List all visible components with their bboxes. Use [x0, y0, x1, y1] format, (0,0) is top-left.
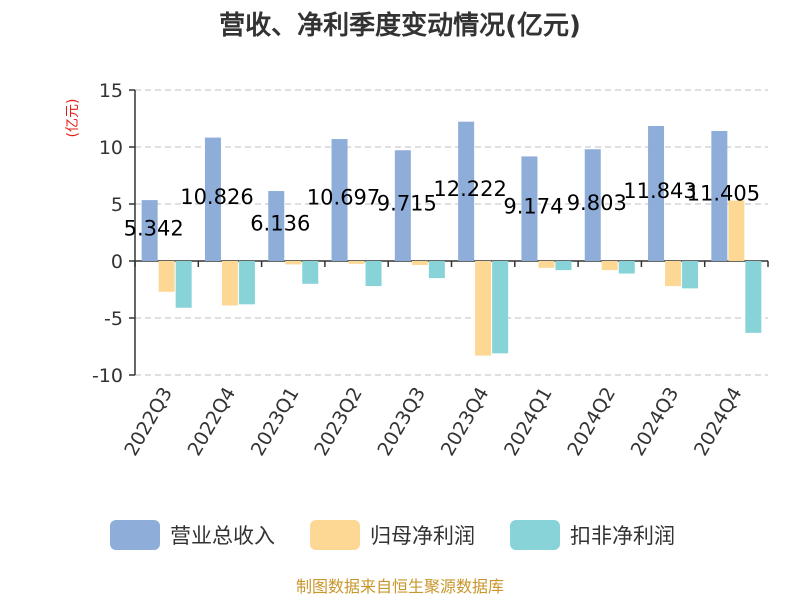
bar-data-label: 12.222: [433, 177, 506, 201]
bar-revenue: [204, 137, 221, 261]
bar-data-label: 10.697: [307, 186, 380, 210]
bar-revenue: [711, 130, 728, 261]
bar-deducted-net-profit: [428, 261, 445, 279]
x-tick-label: 2022Q3: [120, 384, 177, 460]
bar-net-profit: [221, 261, 238, 306]
x-tick-label: 2024Q2: [563, 384, 620, 460]
legend: 营业总收入 归母净利润 扣非净利润: [110, 520, 675, 550]
bar-deducted-net-profit: [175, 261, 192, 308]
bar-deducted-net-profit: [682, 261, 699, 289]
x-tick-label: 2023Q2: [310, 384, 367, 460]
bar-data-label: 6.136: [250, 212, 310, 236]
bar-net-profit: [538, 261, 555, 268]
axes: 15 10 5 0 -5 -10: [92, 80, 769, 387]
bar-revenue: [331, 139, 348, 261]
bar-net-profit: [411, 261, 428, 265]
bar-deducted-net-profit: [745, 261, 762, 333]
bar-net-profit: [728, 200, 745, 261]
bar-net-profit: [348, 261, 365, 264]
chart-title: 营收、净利季度变动情况(亿元): [219, 10, 581, 41]
bar-data-label: 11.843: [623, 179, 696, 203]
x-tick-label: 2023Q1: [247, 384, 304, 460]
bar-revenue: [458, 121, 475, 262]
bar-revenue: [584, 149, 601, 261]
bar-data-label: 9.174: [503, 194, 563, 218]
legend-swatch: [110, 520, 160, 550]
x-tick-labels: 2022Q3 2022Q4 2023Q1 2023Q2 2023Q3 2023Q4 2024…: [120, 384, 746, 460]
bar-net-profit: [285, 261, 302, 265]
y-tick-label: 5: [111, 194, 123, 216]
data-source-note: 制图数据来自恒生聚源数据库: [296, 577, 504, 596]
bar-revenue: [268, 191, 285, 261]
y-tick-label: 15: [99, 80, 123, 102]
x-tick-label: 2024Q4: [690, 384, 747, 460]
y-axis-unit-label: (亿元): [65, 99, 81, 138]
grid-lines: [135, 89, 768, 376]
bar-revenue: [521, 156, 538, 261]
bar-deducted-net-profit: [555, 261, 572, 271]
bar-deducted-net-profit: [302, 261, 319, 284]
x-tick-label: 2024Q1: [500, 384, 557, 460]
bar-deducted-net-profit: [365, 261, 382, 287]
legend-label: 归母净利润: [370, 524, 475, 548]
bar-net-profit: [601, 261, 618, 271]
x-tick-label: 2023Q3: [373, 384, 430, 460]
bar-data-label: 10.826: [180, 185, 253, 209]
y-tick-label: -5: [104, 308, 123, 330]
x-tick-label: 2024Q3: [627, 384, 684, 460]
bar-deducted-net-profit: [238, 261, 255, 305]
bar-deducted-net-profit: [618, 261, 635, 274]
y-tick-label: 0: [111, 251, 123, 273]
legend-label: 营业总收入: [170, 524, 275, 548]
legend-label: 扣非净利润: [570, 524, 675, 548]
bars: [141, 121, 762, 356]
bar-data-label: 11.405: [687, 182, 760, 206]
y-tick-label: -10: [92, 365, 123, 387]
bar-net-profit: [475, 261, 492, 356]
bar-data-label: 5.342: [124, 216, 184, 240]
x-tick-label: 2022Q4: [184, 384, 241, 460]
bar-deducted-net-profit: [492, 261, 509, 354]
x-tick-label: 2023Q4: [437, 384, 494, 460]
legend-swatch: [310, 520, 360, 550]
bar-revenue: [648, 125, 665, 261]
bar-net-profit: [158, 261, 175, 292]
bar-data-label: 9.803: [567, 191, 627, 215]
legend-swatch: [510, 520, 560, 550]
bar-revenue: [141, 200, 158, 261]
bar-data-label: 9.715: [377, 191, 437, 215]
bar-revenue: [394, 150, 411, 261]
bar-net-profit: [665, 261, 682, 287]
y-tick-label: 10: [99, 137, 123, 159]
